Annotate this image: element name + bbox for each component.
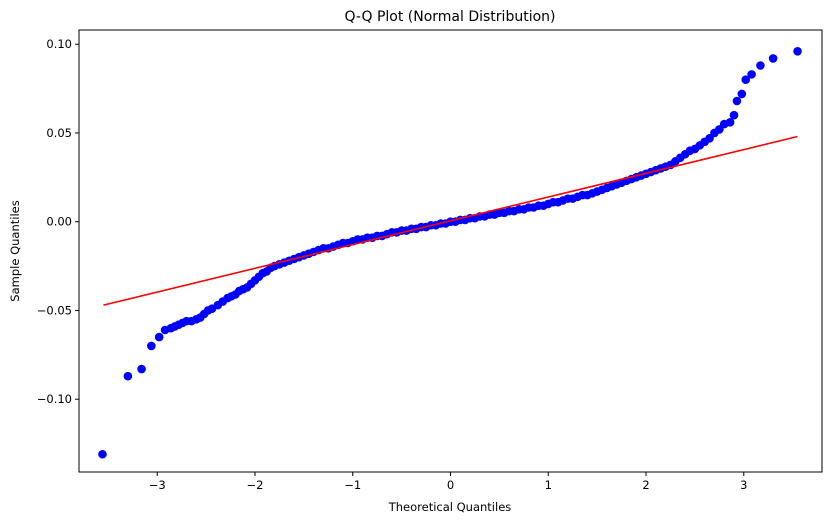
x-tick-label: −1 [344,478,361,492]
x-axis: −3 −2 −1 0 1 2 3 [149,472,747,492]
data-point [154,332,164,342]
data-point [123,371,133,381]
data-point [793,47,802,56]
x-tick-label: 0 [447,478,454,492]
data-point [756,61,765,70]
x-tick-label: −3 [149,478,166,492]
y-tick-label: 0.00 [46,215,72,229]
data-point [137,364,146,374]
y-axis: −0.10 −0.05 0.00 0.05 0.10 [37,37,79,406]
data-point [768,54,778,63]
data-point [729,110,739,120]
data-point [725,118,735,127]
chart-title: Q-Q Plot (Normal Distribution) [345,9,556,25]
data-point [737,89,747,99]
y-tick-label: −0.05 [37,303,72,317]
data-point [147,341,156,351]
plot-area [98,47,802,459]
x-tick-label: −2 [246,478,263,492]
x-axis-label: Theoretical Quantiles [388,500,512,514]
y-tick-label: 0.05 [46,126,72,140]
reference-line [103,135,798,306]
data-point [741,75,751,84]
plot-frame [78,29,823,473]
data-point [732,96,742,106]
y-tick-label: 0.10 [46,37,72,51]
y-axis-label: Sample Quantiles [8,200,22,301]
data-point [747,70,756,79]
data-point [98,449,107,459]
y-tick-label: −0.10 [37,392,72,406]
x-tick-label: 1 [545,478,552,492]
x-tick-label: 2 [642,478,649,492]
x-tick-label: 3 [740,478,747,492]
